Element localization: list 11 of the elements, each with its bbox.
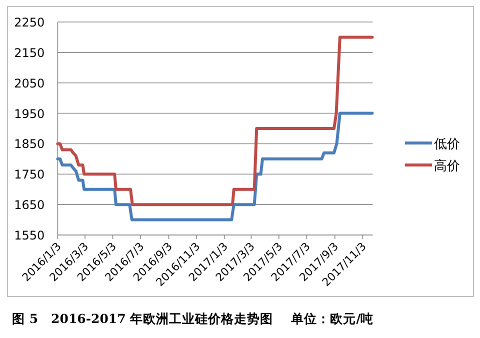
y-tick-label: 2050 <box>14 76 45 90</box>
y-tick-label: 2250 <box>14 16 45 30</box>
legend-label: 高价 <box>434 158 460 174</box>
legend-label: 低价 <box>434 137 460 152</box>
y-tick-label: 1650 <box>14 198 45 212</box>
y-tick-label: 1850 <box>14 137 45 152</box>
y-tick-label: 1750 <box>14 168 45 182</box>
y-tick-label: 1550 <box>14 228 45 242</box>
title: 图 5 2016-2017 年欧洲工业硅价格走势图 单位：欧元/吨 <box>12 311 374 326</box>
y-tick-label: 2150 <box>14 46 45 60</box>
y-tick-label: 1950 <box>14 106 45 121</box>
